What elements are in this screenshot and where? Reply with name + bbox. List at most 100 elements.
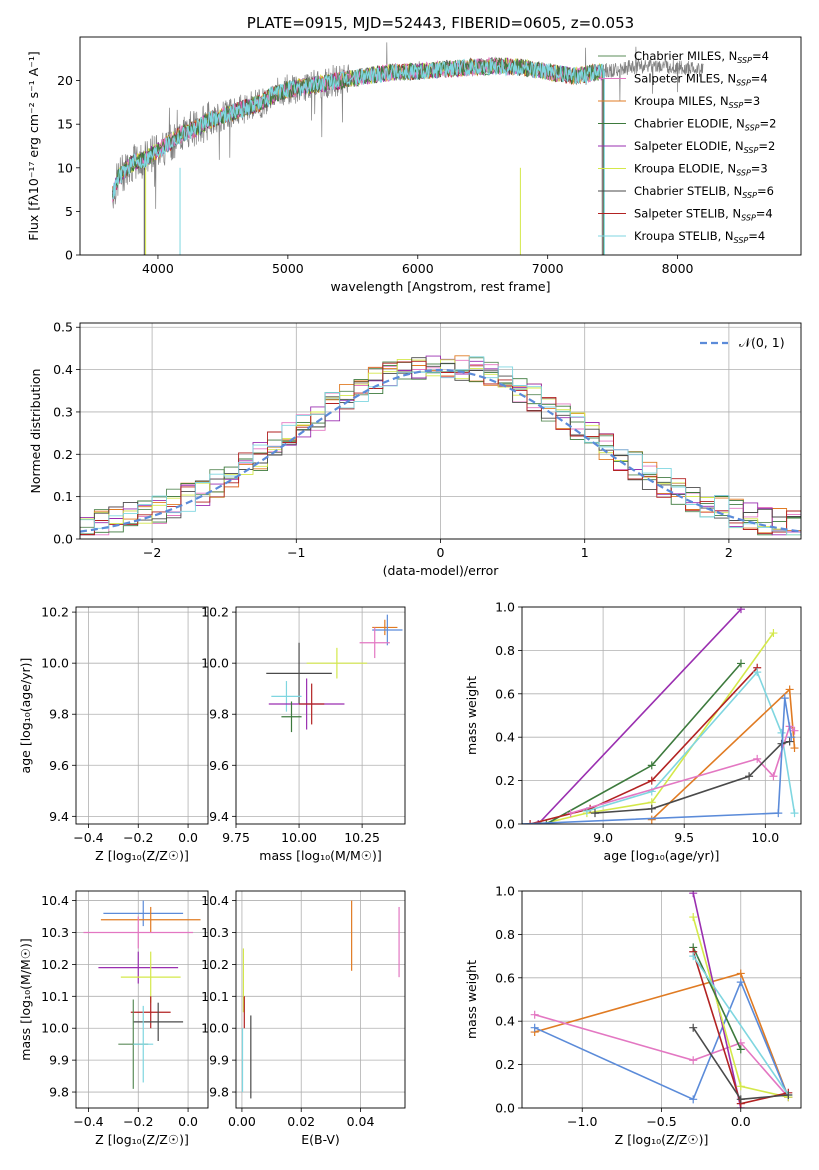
weight-line <box>692 955 789 1096</box>
x-tick-label: 9.75 <box>222 830 250 845</box>
y-tick-label: 10.0 <box>201 656 229 671</box>
y-tick-label: 1.0 <box>495 600 515 615</box>
x-tick-label: −0.2 <box>123 830 153 845</box>
legend-entry-suffix: =4 <box>751 72 768 86</box>
weight-marker <box>790 744 799 753</box>
legend-entry-subscript: SSP <box>729 101 744 110</box>
model-spectrum-line <box>112 57 604 255</box>
model-spectrum-line <box>112 58 605 255</box>
legend-entry: Kroupa ELODIE, NSSP=3 <box>634 162 768 178</box>
gaussian-curve <box>80 368 801 533</box>
y-tick-label: 0.4 <box>495 1014 515 1029</box>
weight-marker <box>785 737 794 746</box>
panel-5: 9.0 9.5 10.0 0.0 0.2 0.4 0.6 0.8 1.0 age [log₁₀(a… <box>464 600 802 863</box>
y-tick-label: 10.1 <box>201 989 229 1004</box>
legend-entry-suffix: =2 <box>760 117 777 131</box>
weight-line <box>586 670 796 814</box>
weight-marker <box>790 726 799 735</box>
model-spectrum-line <box>112 57 604 255</box>
weight-marker <box>777 728 786 737</box>
y-tick-label: 5 <box>65 204 73 219</box>
y-tick-label: 9.6 <box>209 758 229 773</box>
x-tick-label: 0.0 <box>178 1114 198 1129</box>
y-tick-label: 0.2 <box>53 447 73 462</box>
weight-marker <box>736 1045 745 1054</box>
legend-entry: Salpeter MILES, NSSP=4 <box>634 72 768 88</box>
legend-entry: 𝒩(0, 1) <box>739 335 785 350</box>
legend-entry: Kroupa MILES, NSSP=3 <box>634 94 760 110</box>
axes-frame <box>235 890 406 1109</box>
y-axis-label: mass weight <box>464 676 479 755</box>
y-tick-label: 0.6 <box>495 970 515 985</box>
legend-entry-name: Salpeter MILES, N <box>634 72 736 86</box>
weight-marker <box>736 607 745 614</box>
x-tick-label: 8000 <box>662 261 694 276</box>
legend-entry-suffix: =4 <box>748 229 765 243</box>
x-tick-label: −0.4 <box>73 1114 103 1129</box>
y-axis-label: Normed distribution <box>28 369 43 494</box>
legend-entry-suffix: =6 <box>757 184 774 198</box>
x-axis-label: (data-model)/error <box>383 563 500 578</box>
y-tick-label: 0.8 <box>495 927 515 942</box>
errorbar-group <box>83 900 201 1089</box>
x-tick-label: 9.0 <box>593 830 613 845</box>
x-tick-label: 0.04 <box>347 1114 375 1129</box>
weight-marker <box>689 913 698 922</box>
legend-entry: Chabrier MILES, NSSP=4 <box>634 49 769 65</box>
axes-frame <box>235 606 406 825</box>
axes-frame <box>75 890 209 1109</box>
x-tick-label: 10.25 <box>344 830 380 845</box>
y-tick-label: 0.0 <box>495 817 515 832</box>
weight-line <box>692 947 742 1050</box>
weight-marker <box>689 1023 698 1032</box>
weight-line <box>529 667 758 824</box>
axes-frame <box>75 606 209 825</box>
y-tick-label: 9.8 <box>49 1085 69 1100</box>
y-tick-label: 10.2 <box>41 957 69 972</box>
legend-entry-name: Salpeter ELODIE, N <box>634 139 744 153</box>
legend-entry-name: Chabrier STELIB, N <box>634 184 742 198</box>
weight-marker <box>736 978 745 987</box>
x-tick-label: −0.5 <box>646 1114 676 1129</box>
weight-line <box>534 979 790 1101</box>
axes-frame <box>79 322 802 540</box>
errorbar-group <box>266 614 403 733</box>
legend-entry-suffix: =3 <box>743 94 760 108</box>
x-axis-label: Z [log₁₀(Z/Z☉)] <box>615 1132 709 1147</box>
y-tick-label: 9.9 <box>49 1053 69 1068</box>
model-spectrum-line <box>112 57 605 255</box>
y-tick-label: 0.0 <box>53 532 73 547</box>
y-tick-label: 9.4 <box>209 809 229 824</box>
legend-entry: Salpeter STELIB, NSSP=4 <box>634 207 773 223</box>
x-axis-label: Z [log₁₀(Z/Z☉)] <box>95 1132 189 1147</box>
chart-title: PLATE=0915, MJD=52443, FIBERID=0605, z=0… <box>247 14 634 32</box>
y-tick-label: 15 <box>57 117 73 132</box>
weight-marker <box>530 1023 539 1032</box>
weight-marker <box>736 969 745 978</box>
legend-entry-suffix: =4 <box>756 207 773 221</box>
legend-entry-suffix: =3 <box>751 162 768 176</box>
model-spectrum-line <box>112 57 604 255</box>
legend-entry: Chabrier ELODIE, NSSP=2 <box>634 117 776 133</box>
weight-marker <box>780 694 789 703</box>
y-tick-label: 0.3 <box>53 404 73 419</box>
legend-entry-subscript: SSP <box>736 169 751 178</box>
x-tick-label: 9.5 <box>674 830 694 845</box>
y-tick-label: 0.6 <box>495 686 515 701</box>
legend-entry-name: Salpeter STELIB, N <box>634 207 741 221</box>
panel-7: 0.00 0.02 0.04 9.8 9.9 10.0 10.1 10.2 10.3 10.4 E(… <box>201 890 406 1147</box>
weight-marker <box>590 809 599 818</box>
histogram-group <box>80 355 801 536</box>
histogram-series <box>80 356 801 536</box>
model-spectrum-line <box>112 58 605 255</box>
axes-frame <box>79 36 802 256</box>
y-axis-label: mass [log₁₀(M/M☉)] <box>18 938 33 1060</box>
weight-marker <box>542 820 551 824</box>
y-tick-label: 10.0 <box>41 656 69 671</box>
x-tick-label: −1 <box>287 545 305 560</box>
legend-entry-subscript: SSP <box>734 236 749 245</box>
y-tick-label: 10.2 <box>201 957 229 972</box>
weight-marker <box>736 1095 745 1104</box>
weight-line <box>534 1013 789 1098</box>
x-tick-label: 0 <box>437 545 445 560</box>
